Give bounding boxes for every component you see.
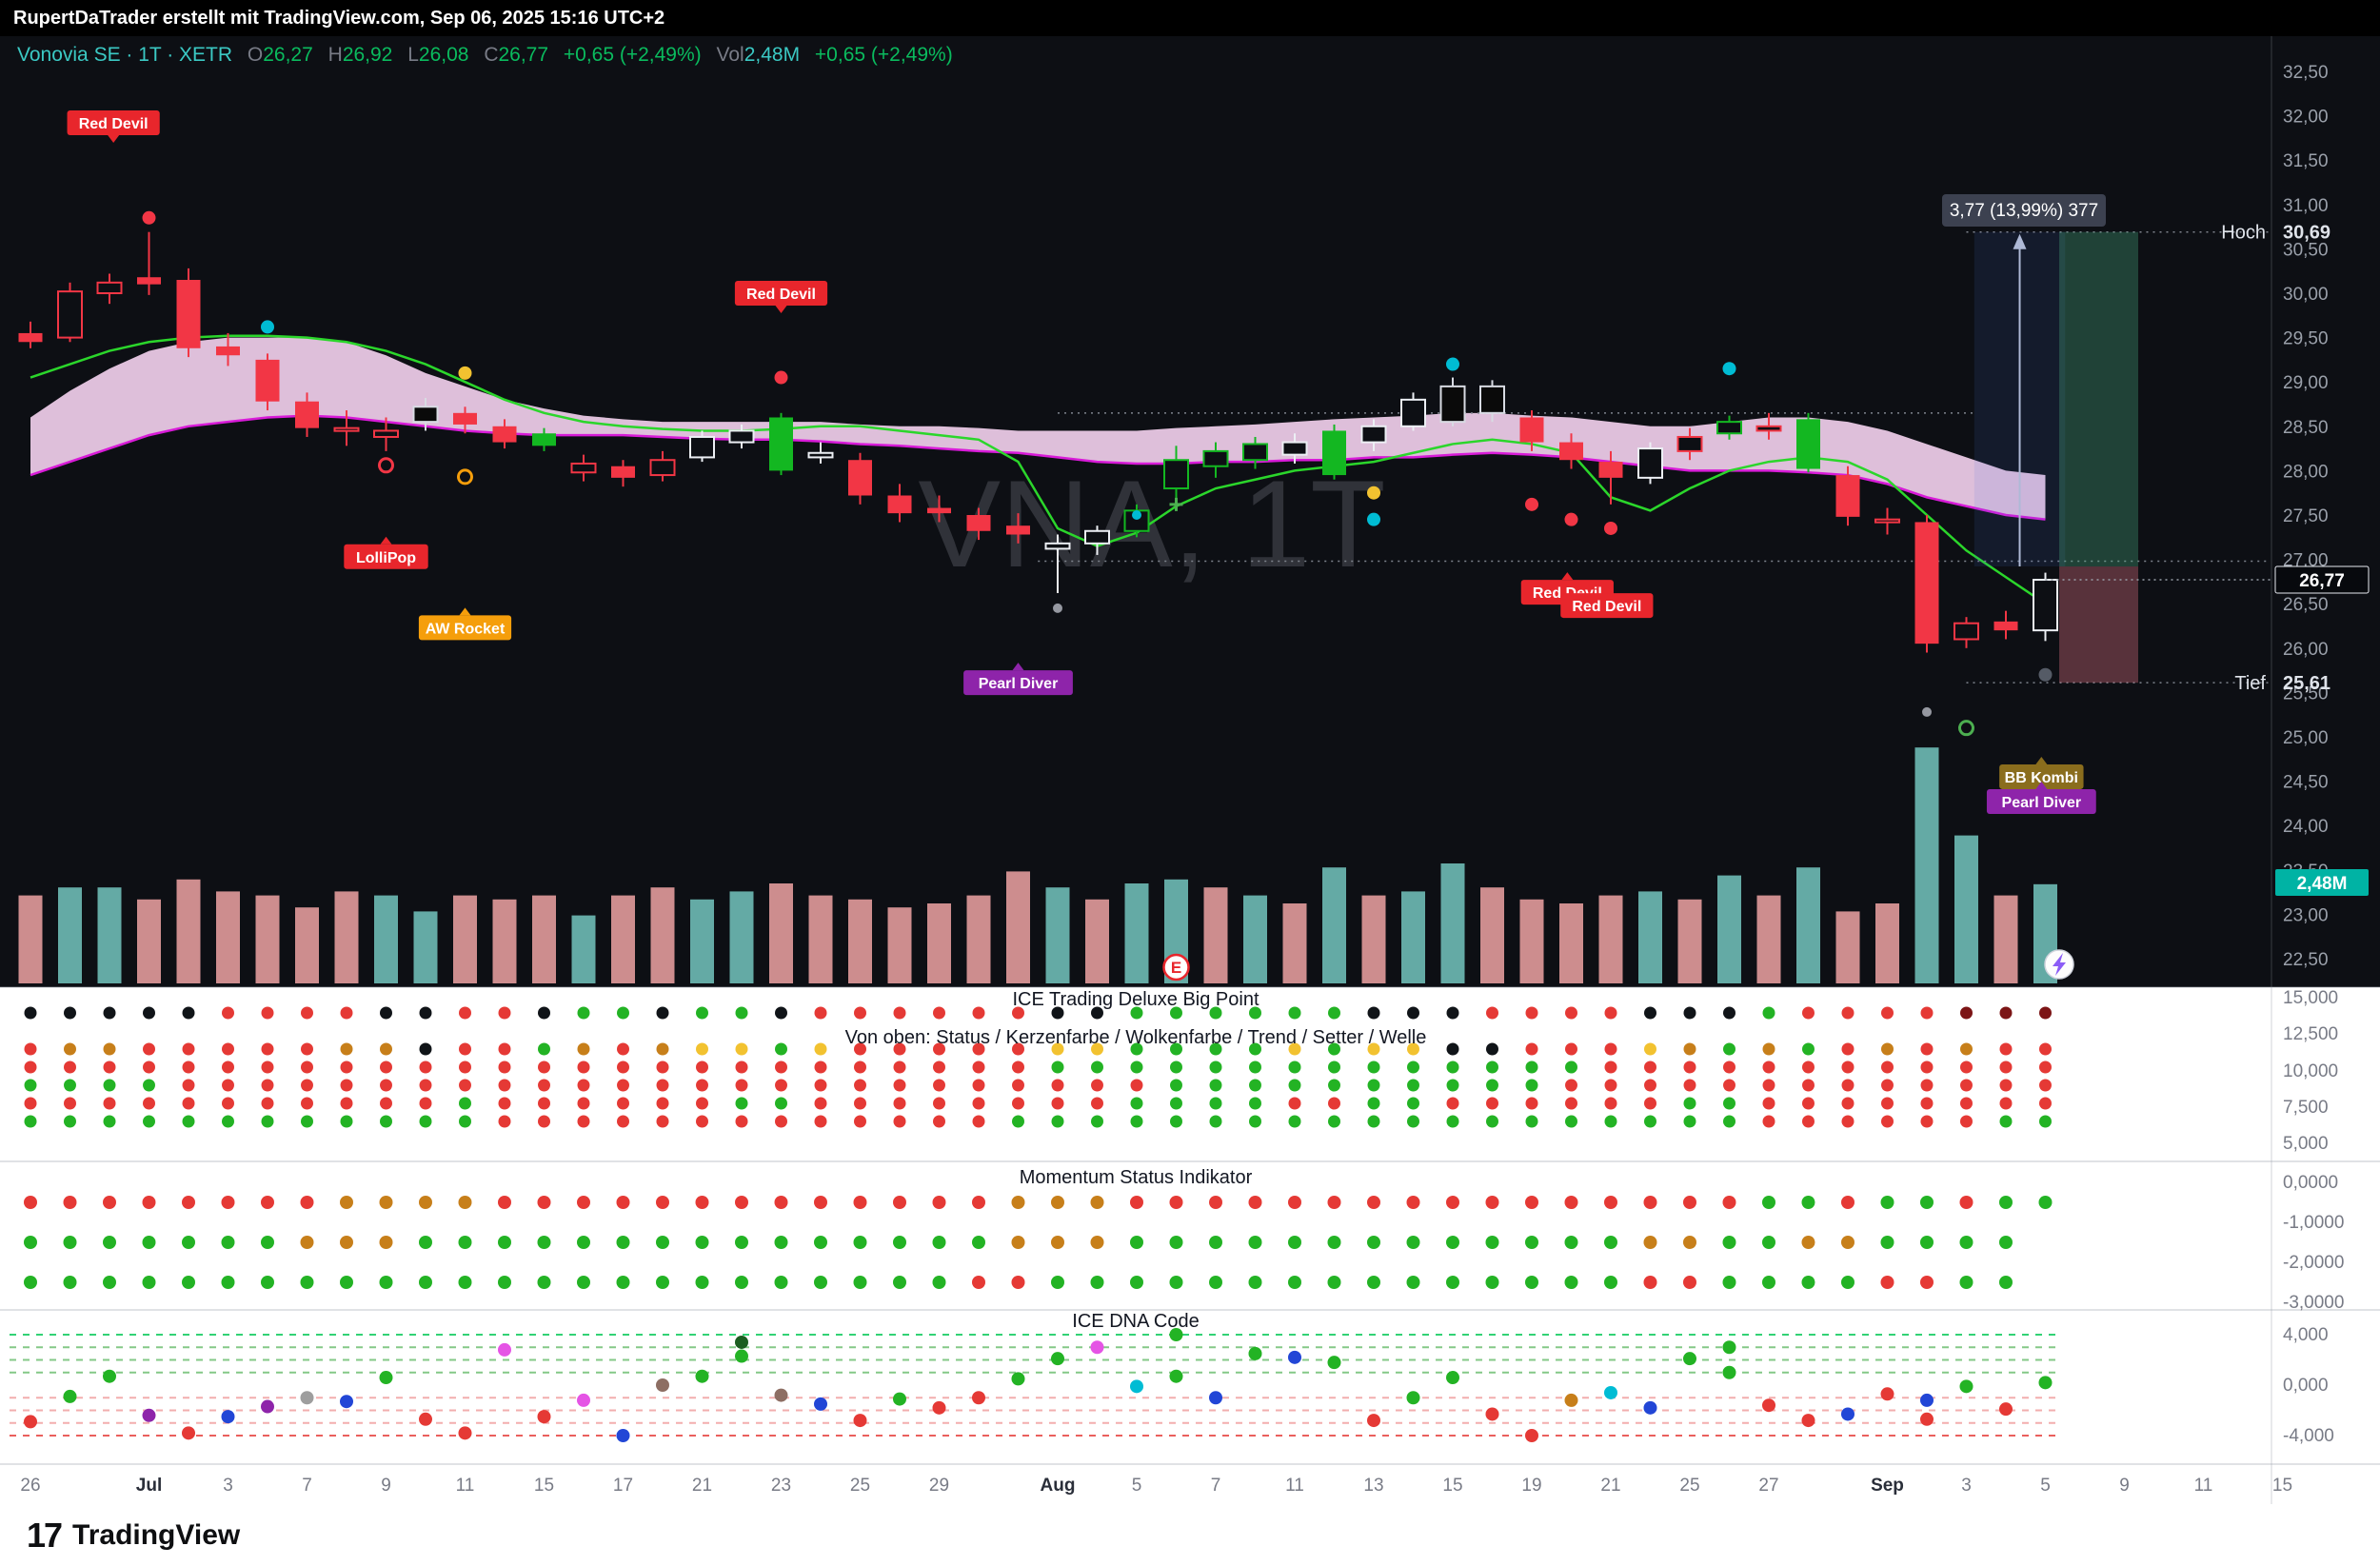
svg-text:29: 29 (929, 1476, 949, 1496)
svg-text:25,61: 25,61 (2283, 673, 2330, 694)
svg-text:11: 11 (456, 1476, 475, 1496)
svg-text:15: 15 (2272, 1476, 2292, 1496)
svg-text:19: 19 (1521, 1476, 1541, 1496)
high-value: 26,92 (343, 44, 393, 66)
svg-text:27,50: 27,50 (2283, 506, 2329, 526)
svg-text:LolliPop: LolliPop (356, 550, 416, 566)
svg-text:26,50: 26,50 (2283, 595, 2329, 615)
svg-text:Red Devil: Red Devil (746, 287, 816, 303)
svg-text:29,50: 29,50 (2283, 329, 2329, 349)
open-label: O (248, 44, 263, 66)
svg-text:7: 7 (302, 1476, 312, 1496)
svg-text:11: 11 (2194, 1476, 2213, 1496)
volume-label: Vol (717, 44, 744, 66)
svg-text:4,000: 4,000 (2283, 1325, 2329, 1345)
svg-text:-2,0000: -2,0000 (2283, 1253, 2344, 1273)
svg-text:5,000: 5,000 (2283, 1134, 2329, 1154)
svg-text:Aug: Aug (1041, 1476, 1076, 1496)
svg-text:28,50: 28,50 (2283, 418, 2329, 438)
svg-text:7,500: 7,500 (2283, 1098, 2329, 1118)
svg-text:21: 21 (692, 1476, 712, 1496)
svg-text:9: 9 (2119, 1476, 2130, 1496)
last-price-tag: 26,77 (2275, 566, 2369, 593)
svg-text:15,000: 15,000 (2283, 988, 2338, 1008)
svg-text:-3,0000: -3,0000 (2283, 1293, 2344, 1313)
tradingview-chart-screenshot: RupertDaTrader erstellt mit TradingView.… (0, 0, 2380, 1566)
svg-text:5: 5 (2040, 1476, 2051, 1496)
svg-text:21: 21 (1600, 1476, 1620, 1496)
symbol-title: Vonovia SE · 1T · XETR (17, 44, 232, 66)
svg-text:E: E (1171, 959, 1181, 977)
high-label: H (328, 44, 343, 66)
svg-text:0,0000: 0,0000 (2283, 1173, 2338, 1193)
profit-box (2059, 232, 2138, 566)
symbol-ohlc-header: Vonovia SE · 1T · XETR O26,27 H26,92 L26… (17, 44, 953, 67)
svg-text:Hoch: Hoch (2221, 223, 2266, 244)
svg-text:Tief: Tief (2234, 673, 2266, 694)
svg-text:11: 11 (1285, 1476, 1304, 1496)
svg-text:15: 15 (534, 1476, 554, 1496)
svg-text:Pearl Diver: Pearl Diver (2002, 795, 2082, 811)
svg-text:27: 27 (1758, 1476, 1778, 1496)
svg-text:3: 3 (1961, 1476, 1972, 1496)
volume-change-value: +0,65 (+2,49%) (815, 44, 953, 66)
svg-text:26: 26 (20, 1476, 40, 1496)
svg-text:3,77 (13,99%) 377: 3,77 (13,99%) 377 (1950, 201, 2098, 221)
open-value: 26,27 (263, 44, 313, 66)
svg-text:3: 3 (223, 1476, 233, 1496)
svg-text:17: 17 (613, 1476, 633, 1496)
svg-text:Pearl Diver: Pearl Diver (979, 676, 1059, 692)
earnings-icon[interactable]: E (1164, 955, 1189, 980)
svg-text:9: 9 (381, 1476, 391, 1496)
volume-tag: 2,48M (2275, 869, 2369, 896)
svg-text:Red Devil: Red Devil (1572, 599, 1641, 615)
close-label: C (484, 44, 498, 66)
tradingview-logo-icon[interactable]: 17 (27, 1516, 61, 1556)
svg-text:32,00: 32,00 (2283, 108, 2329, 128)
svg-text:2,48M: 2,48M (2297, 874, 2348, 894)
svg-text:0,000: 0,000 (2283, 1376, 2329, 1396)
svg-text:31,50: 31,50 (2283, 151, 2329, 171)
measure-tooltip: 3,77 (13,99%) 377 (1942, 194, 2106, 227)
tradingview-brand-text[interactable]: TradingView (72, 1519, 240, 1552)
svg-text:7: 7 (1211, 1476, 1221, 1496)
svg-text:10,000: 10,000 (2283, 1061, 2338, 1081)
svg-text:AW Rocket: AW Rocket (426, 621, 506, 637)
low-label: L (407, 44, 419, 66)
svg-text:Jul: Jul (136, 1476, 162, 1496)
svg-text:Sep: Sep (1871, 1476, 1904, 1496)
svg-text:Red Devil: Red Devil (79, 116, 149, 132)
svg-text:-4,000: -4,000 (2283, 1426, 2334, 1446)
svg-text:25: 25 (1679, 1476, 1699, 1496)
stop-box (2059, 566, 2138, 683)
svg-text:31,00: 31,00 (2283, 196, 2329, 216)
tradingview-footer: 17 TradingView (0, 1504, 2380, 1566)
svg-text:23,00: 23,00 (2283, 905, 2329, 925)
svg-text:13: 13 (1363, 1476, 1383, 1496)
svg-text:5: 5 (1132, 1476, 1142, 1496)
svg-text:30,69: 30,69 (2283, 223, 2330, 244)
svg-text:25: 25 (850, 1476, 870, 1496)
low-value: 26,08 (419, 44, 469, 66)
svg-text:30,00: 30,00 (2283, 285, 2329, 305)
svg-text:24,50: 24,50 (2283, 773, 2329, 793)
svg-text:24,00: 24,00 (2283, 817, 2329, 837)
svg-text:32,50: 32,50 (2283, 63, 2329, 83)
svg-text:-1,0000: -1,0000 (2283, 1213, 2344, 1233)
change-value: +0,65 (+2,49%) (564, 44, 702, 66)
svg-text:12,500: 12,500 (2283, 1024, 2338, 1044)
chart-canvas[interactable]: VNA, 1TRed DevilRed DevilLolliPopAW Rock… (0, 0, 2380, 1504)
svg-text:26,77: 26,77 (2299, 571, 2345, 591)
svg-text:29,00: 29,00 (2283, 373, 2329, 393)
volume-value: 2,48M (744, 44, 800, 66)
svg-text:28,00: 28,00 (2283, 462, 2329, 482)
flash-boost-icon[interactable] (2045, 950, 2073, 979)
svg-text:26,00: 26,00 (2283, 640, 2329, 660)
svg-text:23: 23 (771, 1476, 791, 1496)
close-value: 26,77 (498, 44, 548, 66)
svg-text:22,50: 22,50 (2283, 950, 2329, 970)
svg-text:25,00: 25,00 (2283, 728, 2329, 748)
svg-text:15: 15 (1442, 1476, 1462, 1496)
